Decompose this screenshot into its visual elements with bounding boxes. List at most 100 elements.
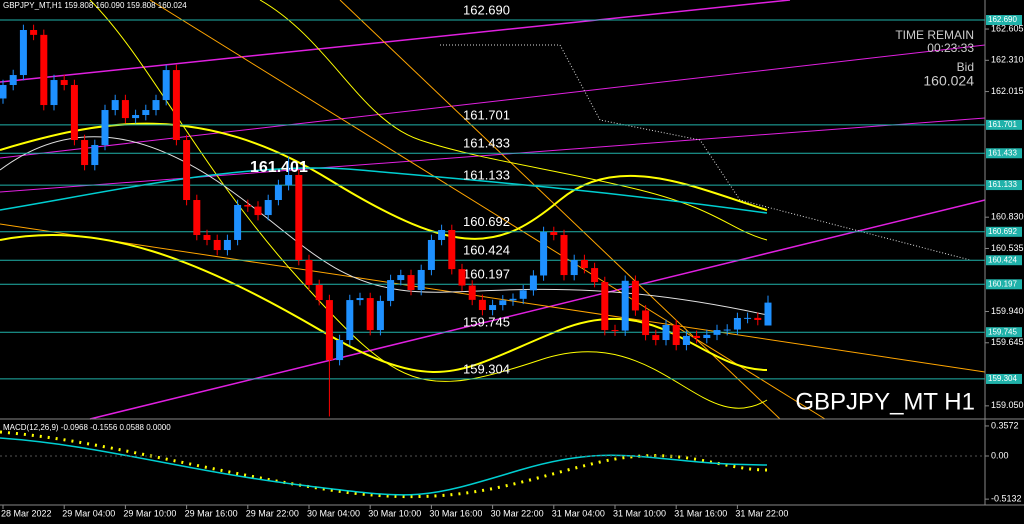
candle-body <box>703 334 711 339</box>
macd-tick-label: 0.00 <box>991 450 1009 460</box>
candle-body <box>621 280 629 331</box>
candle-body <box>346 300 354 341</box>
candle-body <box>91 145 99 166</box>
candle-body <box>234 204 242 240</box>
candle-body <box>162 70 170 101</box>
x-tick-label: 28 Mar 2022 <box>1 508 52 518</box>
candle-body <box>570 260 578 276</box>
candle-body <box>438 230 446 240</box>
high-annotation: 161.401 <box>250 159 308 176</box>
x-tick-label: 29 Mar 04:00 <box>62 508 115 518</box>
candle-body <box>662 324 670 341</box>
candle-body <box>19 29 27 76</box>
candle-body <box>519 290 527 299</box>
candle-body <box>693 335 701 339</box>
candle-body <box>101 110 109 146</box>
x-tick-label: 29 Mar 16:00 <box>185 508 238 518</box>
x-tick-label: 30 Mar 16:00 <box>429 508 482 518</box>
level-label: 160.424 <box>463 243 510 258</box>
level-box <box>986 279 1022 290</box>
candle-body <box>397 275 405 281</box>
level-box-label: 162.690 <box>988 15 1017 24</box>
candle-body <box>203 234 211 240</box>
level-box-label: 161.133 <box>988 180 1017 189</box>
candle-body <box>652 335 660 341</box>
level-label: 161.701 <box>463 107 510 122</box>
candle-body <box>274 185 282 201</box>
y-tick-label: 162.605 <box>991 23 1024 33</box>
candle-body <box>764 302 772 326</box>
candle-body <box>713 330 721 335</box>
level-box-label: 161.701 <box>988 120 1017 129</box>
candle-body <box>642 310 650 336</box>
x-tick-label: 29 Mar 10:00 <box>123 508 176 518</box>
candle-body <box>417 269 425 291</box>
candle-body <box>285 174 293 186</box>
candle-body <box>305 260 313 286</box>
candle-body <box>540 232 548 276</box>
x-tick-label: 31 Mar 04:00 <box>552 508 605 518</box>
candle-body <box>193 200 201 235</box>
level-box-label: 160.197 <box>988 279 1017 288</box>
candle-body <box>121 100 129 119</box>
y-tick-label: 160.830 <box>991 212 1024 222</box>
level-box <box>986 15 1022 26</box>
x-tick-label: 30 Mar 04:00 <box>307 508 360 518</box>
candle-body <box>560 234 568 276</box>
y-tick-label: 159.940 <box>991 306 1024 316</box>
level-box-label: 161.433 <box>988 148 1017 157</box>
candle-body <box>336 340 344 361</box>
candle-body <box>264 200 272 216</box>
candle-body <box>468 285 476 300</box>
level-box <box>986 226 1022 237</box>
candle-body <box>723 329 731 331</box>
bid: 160.024 <box>923 73 974 89</box>
candle-body <box>60 80 68 86</box>
candle-body <box>591 268 599 283</box>
candle-body <box>325 300 333 361</box>
level-label: 160.197 <box>463 267 510 282</box>
candle-body <box>70 85 78 141</box>
level-box <box>986 327 1022 338</box>
candle-body <box>172 70 180 141</box>
candle-body <box>427 239 435 270</box>
candle-body <box>529 275 537 291</box>
level-label: 162.690 <box>463 2 510 17</box>
chart-title: GBPJPY_MT H1 <box>795 388 975 415</box>
candle-body <box>40 34 48 106</box>
y-tick-label: 160.535 <box>991 243 1024 253</box>
candle-body <box>744 317 752 319</box>
candle-body <box>387 280 395 301</box>
level-box-label: 159.745 <box>988 327 1017 336</box>
bid-label: Bid <box>957 60 974 74</box>
candle-body <box>601 282 609 331</box>
candle-body <box>376 300 384 331</box>
candle-body <box>81 140 89 166</box>
candle-body <box>407 275 415 291</box>
candle-body <box>458 269 466 286</box>
candle-body <box>30 29 38 35</box>
candle-body <box>50 80 58 106</box>
candle-body <box>111 100 119 111</box>
x-tick-label: 30 Mar 10:00 <box>368 508 421 518</box>
macd-lines <box>0 430 768 499</box>
x-tick-label: 31 Mar 22:00 <box>735 508 788 518</box>
candle-body <box>489 305 497 311</box>
candle-body <box>550 232 558 235</box>
y-tick-label: 162.015 <box>991 86 1024 96</box>
time-remain-label: TIME REMAIN <box>895 28 974 42</box>
candle-body <box>213 239 221 251</box>
macd-title: MACD(12,26,9) -0.0968 -0.1556 0.0588 0.0… <box>3 423 171 432</box>
level-box <box>986 119 1022 130</box>
level-label: 161.133 <box>463 168 510 183</box>
candle-body <box>611 330 619 332</box>
level-label: 160.692 <box>463 214 510 229</box>
level-box-label: 160.692 <box>988 227 1017 236</box>
candle-body <box>733 317 741 330</box>
candle-body <box>499 300 507 306</box>
x-tick-label: 31 Mar 16:00 <box>674 508 727 518</box>
candle-body <box>448 230 456 270</box>
level-label: 161.433 <box>463 136 510 151</box>
